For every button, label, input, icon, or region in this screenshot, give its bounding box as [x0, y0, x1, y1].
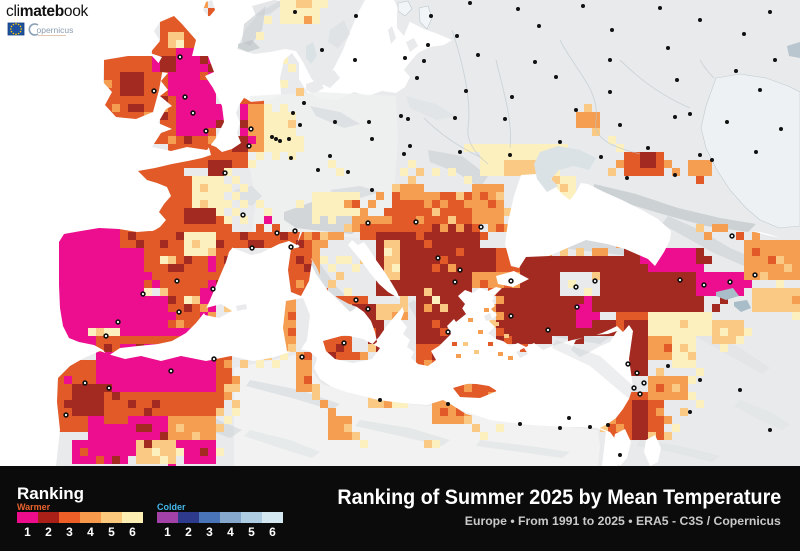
svg-text:opernicus: opernicus — [37, 25, 74, 35]
